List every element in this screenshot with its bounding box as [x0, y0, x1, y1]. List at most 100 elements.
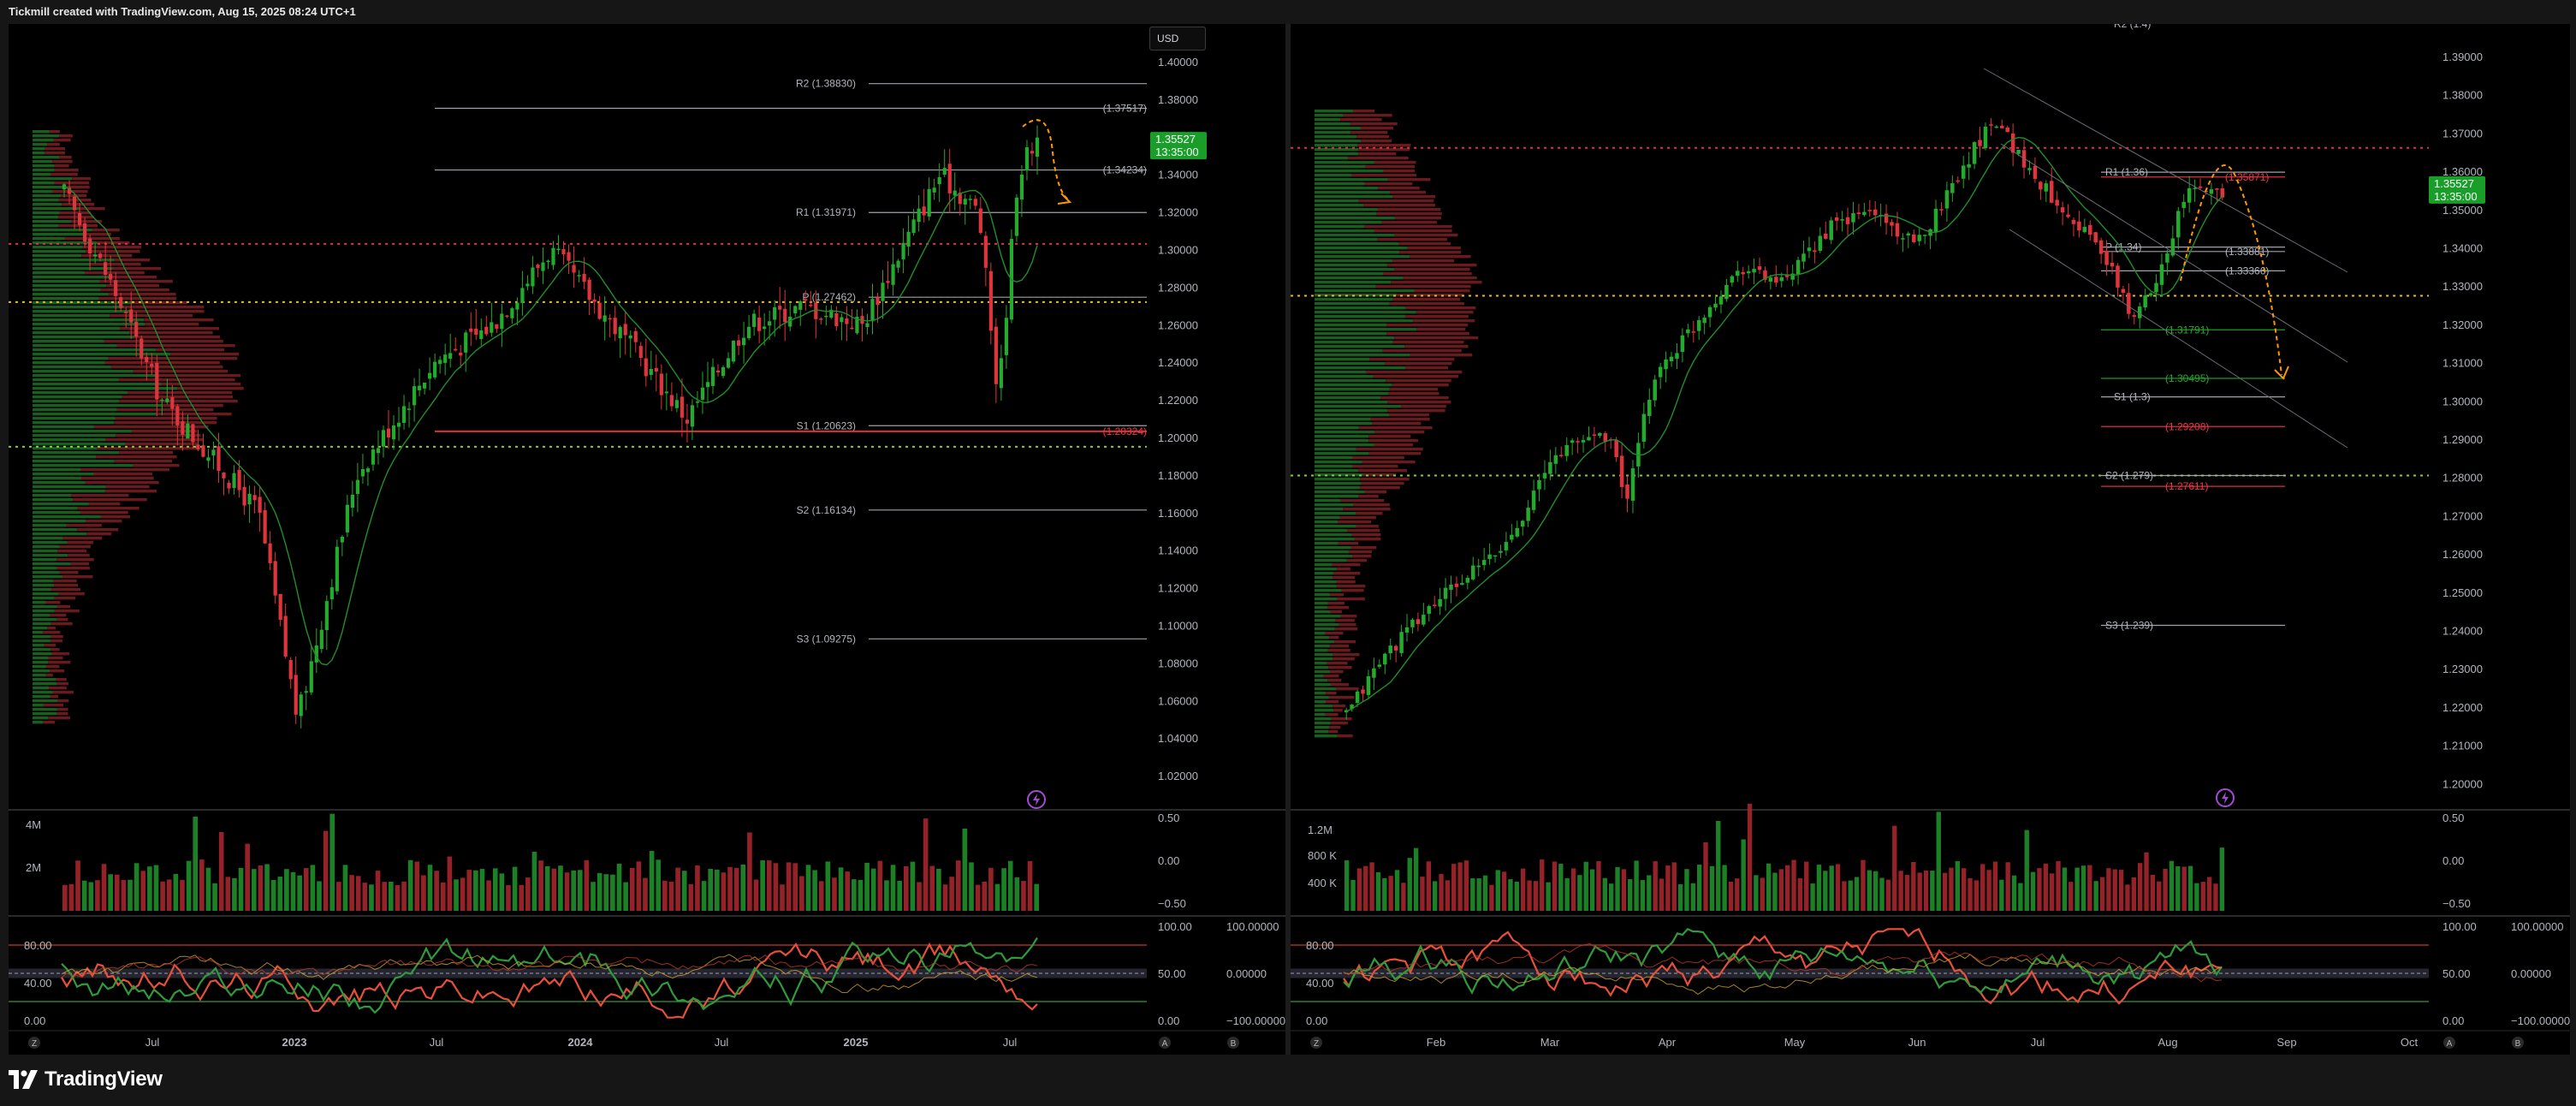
volume-profile-bar	[1315, 336, 1395, 340]
time-axis-tick[interactable]: 2024	[568, 1036, 594, 1049]
scale-mode-button-icon[interactable]	[2443, 1037, 2455, 1049]
tradingview-brand[interactable]: TradingView	[9, 1067, 163, 1092]
volume-bar	[1735, 878, 1740, 911]
volume-profile-bar	[1315, 559, 1347, 562]
time-axis-tick[interactable]: Feb	[1427, 1036, 1445, 1049]
projection-arrow[interactable]	[2274, 366, 2289, 380]
volume-profile-bar	[1315, 692, 1327, 695]
volume-profile-bar	[1361, 482, 1404, 485]
time-axis-tick[interactable]: 2023	[282, 1036, 307, 1049]
volume-bar	[538, 860, 543, 911]
volume-bar	[1021, 881, 1026, 911]
candle-body	[278, 593, 282, 621]
scale-mode-button-icon[interactable]	[1227, 1037, 1239, 1049]
volume-profile-bar	[1380, 396, 1449, 400]
candle-body	[391, 425, 396, 440]
trend-channel-line[interactable]	[1983, 68, 2348, 273]
candle-body	[1933, 208, 1938, 232]
volume-profile-bar	[33, 425, 95, 429]
time-axis-tick[interactable]: Jul	[430, 1036, 444, 1049]
trend-channel-line[interactable]	[2009, 229, 2348, 449]
volume-bar	[1628, 879, 1633, 911]
volume-profile-bar	[98, 297, 177, 300]
lightning-icon[interactable]	[1027, 790, 1046, 809]
chart-pane-right[interactable]: 1.39000 1.38000 1.37000 1.36000 1.35000 1.340…	[1291, 24, 2570, 1055]
volume-profile-bar	[62, 575, 93, 579]
volume-profile-bar	[33, 336, 135, 339]
trend-channel-line[interactable]	[2000, 143, 2348, 363]
projection-path[interactable]	[2180, 164, 2282, 376]
oscillator-line	[1343, 942, 2223, 983]
chart-pane-left[interactable]: 1.400001.380001.360001.340001.320001.300…	[9, 24, 1285, 1055]
pane-divider[interactable]	[1285, 24, 1291, 1055]
volume-profile-bar	[1315, 358, 1370, 361]
volume-bar	[1665, 865, 1671, 911]
candle-body	[1625, 484, 1629, 499]
time-axis-tick[interactable]: 2025	[844, 1036, 869, 1049]
projection-arrow[interactable]	[1057, 193, 1072, 205]
volume-profile-bar	[50, 635, 63, 639]
scale-mode-button-icon[interactable]	[2512, 1037, 2524, 1049]
time-axis-tick[interactable]: Jul	[2031, 1036, 2045, 1049]
candle-body	[644, 358, 648, 377]
currency-button[interactable]: USD	[1149, 27, 1206, 51]
time-axis-tick[interactable]: Apr	[1659, 1036, 1677, 1049]
volume-profile-bar	[1329, 636, 1339, 639]
volume-profile-bar	[33, 674, 46, 677]
time-axis-tick[interactable]: May	[1784, 1036, 1806, 1049]
volume-profile-bar	[1315, 371, 1367, 374]
candle-body	[288, 659, 293, 680]
time-axis-tick[interactable]: Jul	[1003, 1036, 1018, 1049]
volume-bar	[414, 861, 420, 911]
candle-body	[181, 421, 185, 435]
volume-bar	[277, 877, 283, 911]
volume-profile-bar	[33, 545, 60, 549]
volume-bar	[727, 866, 733, 911]
candle-body	[680, 396, 685, 418]
volume-bar	[982, 881, 988, 911]
volume-profile-bar	[1397, 294, 1464, 297]
volume-bar	[245, 843, 250, 911]
volume-profile-bar	[114, 460, 173, 463]
time-axis-tick[interactable]: Jul	[715, 1036, 729, 1049]
volume-profile-bar	[1315, 666, 1329, 669]
time-axis-tick[interactable]: Jul	[145, 1036, 160, 1049]
time-axis-tick[interactable]: Oct	[2401, 1036, 2419, 1049]
time-axis-tick[interactable]: Aug	[2158, 1036, 2177, 1049]
lightning-icon[interactable]	[2216, 788, 2235, 807]
scale-mode-button-icon[interactable]	[1159, 1037, 1171, 1049]
timezone-button-icon[interactable]	[28, 1037, 40, 1049]
volume-profile-bar	[58, 224, 98, 228]
volume-profile-bar	[1409, 255, 1471, 259]
volume-bar	[1394, 870, 1400, 911]
volume-profile-bar	[33, 237, 65, 241]
volume-bar	[1671, 862, 1677, 911]
volume-right-axis-tick: 0.50	[2442, 812, 2464, 824]
volume-profile-bar	[33, 344, 117, 348]
volume-bar	[362, 883, 368, 911]
candle-body	[1476, 565, 1481, 568]
volume-bar	[740, 864, 746, 911]
volume-profile-bar	[49, 130, 60, 134]
candle-body	[1774, 276, 1778, 283]
volume-profile-bar	[33, 460, 115, 463]
volume-profile-bar	[33, 211, 60, 215]
volume-profile-bar	[80, 511, 128, 514]
volume-profile-bar	[1334, 640, 1356, 644]
projection-path[interactable]	[1022, 119, 1069, 200]
candle-body	[1763, 271, 1767, 280]
volume-profile-bar	[61, 194, 87, 198]
volume-profile-bar	[1315, 131, 1351, 134]
time-axis-tick[interactable]: Mar	[1540, 1036, 1560, 1049]
volume-profile-bar	[33, 669, 50, 673]
timezone-button-icon[interactable]	[1310, 1037, 1322, 1049]
volume-profile-bar	[33, 571, 60, 574]
time-axis-tick[interactable]: Jun	[1908, 1036, 1926, 1049]
chart-canvas-right[interactable]: 1.39000 1.38000 1.37000 1.36000 1.35000 1.340…	[1291, 24, 2570, 1055]
volume-bar	[1558, 864, 1564, 911]
time-axis-tick[interactable]: Sep	[2276, 1036, 2296, 1049]
volume-profile-bar	[1376, 212, 1442, 216]
chart-canvas-left[interactable]: 1.400001.380001.360001.340001.320001.300…	[9, 24, 1285, 1055]
volume-bar	[1344, 860, 1350, 911]
volume-profile-bar	[1336, 580, 1356, 584]
